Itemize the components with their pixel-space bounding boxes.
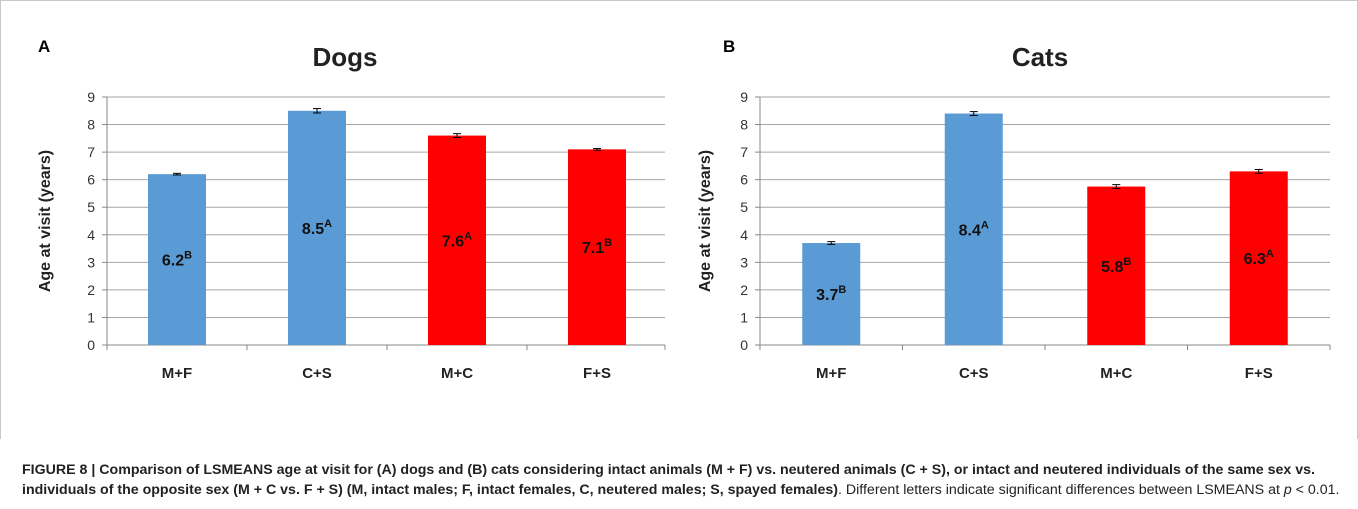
- figure-caption: FIGURE 8 | Comparison of LSMEANS age at …: [22, 460, 1342, 500]
- y-tick-label: 5: [740, 199, 748, 215]
- error-bar: [313, 108, 321, 114]
- panel-letter: A: [38, 37, 50, 56]
- caption-text-before-p: . Different letters indicate significant…: [838, 482, 1284, 498]
- x-category-label: F+S: [1245, 365, 1273, 382]
- data-label-superscript: B: [604, 237, 612, 249]
- data-label-superscript: B: [184, 250, 192, 262]
- y-tick-label: 0: [740, 337, 748, 353]
- y-tick-label: 7: [87, 144, 95, 160]
- data-label-value: 5.8: [1101, 259, 1123, 276]
- y-tick-label: 5: [87, 199, 95, 215]
- data-label-value: 3.7: [816, 287, 838, 304]
- y-tick-label: 3: [740, 254, 748, 270]
- y-tick-label: 9: [740, 89, 748, 105]
- panel-letter: B: [723, 37, 735, 56]
- x-category-label: M+C: [441, 365, 473, 382]
- caption-text-after-p: < 0.01.: [1291, 482, 1340, 498]
- y-axis-label: Age at visit (years): [37, 150, 54, 292]
- data-label-value: 6.2: [162, 253, 184, 270]
- y-tick-label: 3: [87, 254, 95, 270]
- bar-f-s: [568, 149, 626, 345]
- x-category-label: M+F: [162, 365, 192, 382]
- bar-m-f: [148, 174, 206, 345]
- error-bar: [969, 111, 978, 116]
- caption-p-symbol: p: [1283, 482, 1292, 498]
- data-label: 6.2B: [162, 250, 192, 270]
- data-label: 5.8B: [1101, 256, 1131, 276]
- data-label-value: 7.1: [582, 240, 604, 257]
- data-label: 3.7B: [816, 284, 846, 304]
- chart-title: Dogs: [313, 42, 378, 72]
- y-tick-label: 9: [87, 89, 95, 105]
- data-label: 7.6A: [442, 230, 472, 250]
- data-label-value: 8.5: [302, 221, 324, 238]
- data-label-value: 7.6: [442, 233, 464, 250]
- y-tick-label: 8: [740, 117, 748, 133]
- bar-m-c: [428, 135, 486, 345]
- x-category-label: C+S: [302, 365, 332, 382]
- y-tick-label: 4: [740, 227, 748, 243]
- bar-m-c: [1087, 186, 1146, 345]
- error-bar: [1112, 184, 1121, 189]
- error-bar: [173, 172, 181, 176]
- data-label-value: 6.3: [1244, 251, 1266, 268]
- data-label-superscript: B: [838, 284, 846, 296]
- y-tick-label: 1: [740, 309, 748, 325]
- y-tick-label: 0: [87, 337, 95, 353]
- data-label-value: 8.4: [959, 222, 981, 239]
- y-tick-label: 2: [740, 282, 748, 298]
- x-category-label: F+S: [583, 365, 611, 382]
- x-category-label: C+S: [959, 365, 989, 382]
- bar-m-f: [802, 243, 861, 345]
- data-label-superscript: A: [324, 218, 332, 230]
- data-label-superscript: A: [464, 230, 472, 242]
- error-bar: [827, 241, 836, 245]
- x-category-label: M+C: [1100, 365, 1132, 382]
- y-tick-label: 4: [87, 227, 95, 243]
- y-axis-label: Age at visit (years): [697, 150, 714, 292]
- panel-b-cats-chart: B Cats 0 1 2 3 4 5 6 7 8 9 Age at visit (years) 3.7B M…: [680, 0, 1358, 438]
- caption-label: FIGURE 8 |: [22, 462, 96, 478]
- panel-a-dogs-chart: A Dogs 0 1 2 3 4 5 6 7 8 9 Age at visit (years) 6.2B M…: [0, 0, 680, 438]
- chart-title: Cats: [1012, 42, 1068, 72]
- data-label-superscript: B: [1123, 256, 1131, 268]
- error-bar: [593, 148, 601, 151]
- y-tick-label: 7: [740, 144, 748, 160]
- data-label: 6.3A: [1244, 248, 1274, 268]
- error-bar: [1254, 168, 1263, 174]
- bar-f-s: [1229, 171, 1288, 345]
- x-category-label: M+F: [816, 365, 846, 382]
- bar-c-s: [288, 110, 346, 346]
- y-tick-label: 6: [740, 172, 748, 188]
- y-tick-label: 8: [87, 117, 95, 133]
- data-label-superscript: A: [981, 219, 989, 231]
- y-tick-label: 6: [87, 172, 95, 188]
- error-bar: [453, 133, 461, 139]
- data-label: 8.5A: [302, 218, 332, 238]
- data-label: 7.1B: [582, 237, 612, 257]
- y-tick-label: 1: [87, 309, 95, 325]
- bar-c-s: [944, 113, 1003, 346]
- y-tick-label: 2: [87, 282, 95, 298]
- data-label: 8.4A: [959, 219, 989, 239]
- data-label-superscript: A: [1266, 248, 1274, 260]
- caption-bold-text: Comparison of LSMEANS age at visit for (…: [22, 462, 1315, 498]
